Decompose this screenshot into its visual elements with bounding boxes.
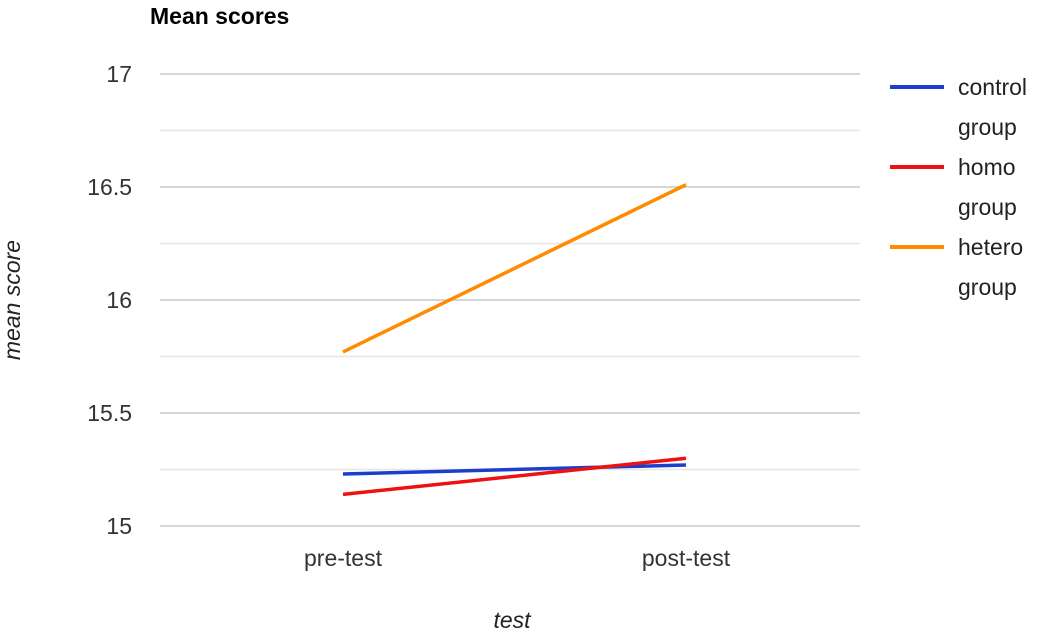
legend-label: group (958, 274, 1017, 300)
chart-title: Mean scores (150, 3, 289, 29)
legend-label: control (958, 74, 1027, 100)
legend-label: group (958, 194, 1017, 220)
x-axis-title: test (493, 607, 532, 633)
legend: control group homo group hetero group (890, 74, 1027, 300)
legend-label: group (958, 114, 1017, 140)
y-axis-ticks: 15 15.5 16 16.5 17 (87, 61, 132, 539)
legend-label: hetero (958, 234, 1023, 260)
y-tick-label: 15.5 (87, 400, 132, 426)
x-axis-ticks: pre-test post-test (304, 545, 731, 571)
series-line-control-group (342, 463, 687, 476)
x-tick-label: pre-test (304, 545, 383, 571)
y-tick-label: 17 (106, 61, 132, 87)
y-tick-label: 16 (106, 287, 132, 313)
y-tick-label: 15 (106, 513, 132, 539)
y-tick-label: 16.5 (87, 174, 132, 200)
series-lines (342, 183, 687, 497)
gridlines (160, 73, 860, 527)
series-line-hetero-group (342, 183, 687, 354)
y-axis-title: mean score (0, 240, 25, 360)
legend-label: homo (958, 154, 1016, 180)
x-tick-label: post-test (642, 545, 731, 571)
series-line-homo-group (342, 456, 687, 497)
